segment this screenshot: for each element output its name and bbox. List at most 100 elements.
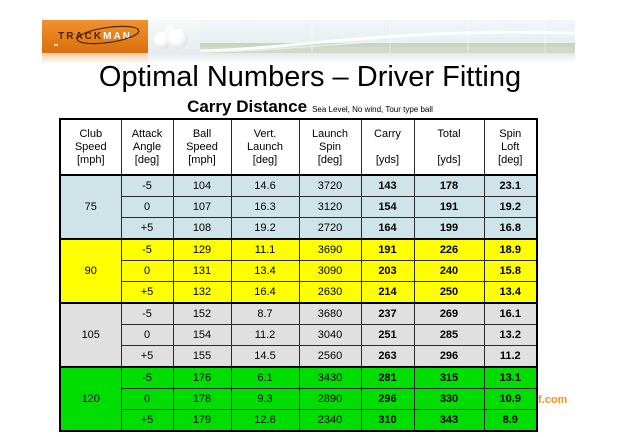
table-cell: 3690 bbox=[298, 238, 362, 261]
table-cell: 13.4 bbox=[230, 260, 300, 282]
table-cell: 108 bbox=[172, 217, 232, 240]
table-cell: 2560 bbox=[298, 345, 362, 368]
table-cell: 251 bbox=[360, 324, 415, 346]
table-cell: 154 bbox=[172, 324, 232, 346]
table-cell: 179 bbox=[172, 409, 232, 432]
table-cell: 310 bbox=[360, 409, 415, 432]
table-row: +5 155 14.5 2560 263 296 11.2 bbox=[60, 345, 538, 368]
table-cell: 154 bbox=[360, 196, 415, 218]
table-cell: 330 bbox=[413, 388, 485, 410]
trackman-logo: TRACKMAN bbox=[42, 20, 148, 53]
golf-ball-icon bbox=[154, 32, 171, 49]
table-row: 0 178 9.3 2890 296 330 10.9 bbox=[60, 388, 538, 410]
table-row: +5 179 12.6 2340 310 343 8.9 bbox=[60, 409, 538, 432]
table-cell: 16.3 bbox=[230, 196, 300, 218]
col-header-launch-spin: Launch Spin [deg] bbox=[298, 118, 362, 176]
table-row: 90 -5 129 11.1 3690 191 226 18.9 bbox=[59, 238, 538, 304]
table-cell: 13.1 bbox=[483, 366, 538, 389]
table-cell: 178 bbox=[172, 388, 232, 410]
table-cell: 104 bbox=[172, 174, 232, 197]
table-cell: +5 bbox=[120, 281, 174, 304]
table-cell: 164 bbox=[360, 217, 415, 240]
table-cell: 199 bbox=[413, 217, 485, 240]
golf-balls-image bbox=[148, 20, 200, 53]
table-cell: 2630 bbox=[298, 281, 362, 304]
table-cell: 18.9 bbox=[483, 238, 538, 261]
col-header-vert-launch: Vert. Launch [deg] bbox=[230, 118, 300, 176]
subtitle-row: Carry Distance Sea Level, No wind, Tour … bbox=[0, 97, 620, 117]
col-header-carry: Carry [yds] bbox=[360, 118, 415, 176]
table-cell: 343 bbox=[413, 409, 485, 432]
col-header-ball-speed: Ball Speed [mph] bbox=[172, 118, 232, 176]
table-row: +5 132 16.4 2630 214 250 13.4 bbox=[60, 281, 538, 304]
table-cell: 131 bbox=[172, 260, 232, 282]
table-cell: +5 bbox=[120, 345, 174, 368]
table-row: +5 108 19.2 2720 164 199 16.8 bbox=[60, 217, 538, 240]
table-cell: 12.6 bbox=[230, 409, 300, 432]
table-cell: 16.1 bbox=[483, 302, 538, 325]
table-cell: 240 bbox=[413, 260, 485, 282]
table-header-row: Club Speed [mph] Attack Angle [deg] Ball… bbox=[59, 118, 538, 176]
club-speed-cell: 75 bbox=[59, 174, 122, 240]
watermark-text: f.com bbox=[538, 394, 568, 406]
carry-distance-table: Club Speed [mph] Attack Angle [deg] Ball… bbox=[59, 118, 538, 432]
col-header-total: Total [yds] bbox=[413, 118, 485, 176]
table-cell: 19.2 bbox=[230, 217, 300, 240]
table-cell: -5 bbox=[120, 238, 174, 261]
subtitle: Carry Distance bbox=[187, 97, 308, 116]
table-cell: -5 bbox=[120, 366, 174, 389]
table-cell: 0 bbox=[120, 260, 174, 282]
table-cell: 11.1 bbox=[230, 238, 300, 261]
table-cell: 203 bbox=[360, 260, 415, 282]
table-cell: 19.2 bbox=[483, 196, 538, 218]
col-header-attack-angle: Attack Angle [deg] bbox=[120, 118, 174, 176]
table-cell: 8.9 bbox=[483, 409, 538, 432]
table-cell: 3680 bbox=[298, 302, 362, 325]
golf-ball-icon bbox=[168, 29, 188, 49]
col-header-club-speed: Club Speed [mph] bbox=[59, 118, 122, 176]
table-cell: 296 bbox=[413, 345, 485, 368]
table-cell: +5 bbox=[120, 217, 174, 240]
table-row: 0 131 13.4 3090 203 240 15.8 bbox=[60, 260, 538, 282]
table-cell: 15.8 bbox=[483, 260, 538, 282]
table-cell: 250 bbox=[413, 281, 485, 304]
table-cell: +5 bbox=[120, 409, 174, 432]
logo-track-label: TRACK bbox=[58, 31, 104, 42]
table-row: 0 154 11.2 3040 251 285 13.2 bbox=[60, 324, 538, 346]
table-cell: 14.5 bbox=[230, 345, 300, 368]
table-cell: 296 bbox=[360, 388, 415, 410]
table-cell: 176 bbox=[172, 366, 232, 389]
table-cell: 152 bbox=[172, 302, 232, 325]
table-cell: 2890 bbox=[298, 388, 362, 410]
table-cell: 23.1 bbox=[483, 174, 538, 197]
driving-range-banner-image bbox=[200, 20, 575, 53]
logo-man-label: MAN bbox=[103, 31, 132, 42]
table-cell: 191 bbox=[413, 196, 485, 218]
table-cell: 3120 bbox=[298, 196, 362, 218]
table-cell: 8.7 bbox=[230, 302, 300, 325]
table-cell: -5 bbox=[120, 302, 174, 325]
table-cell: 214 bbox=[360, 281, 415, 304]
table-cell: 0 bbox=[120, 388, 174, 410]
table-row: 75 -5 104 14.6 3720 143 178 23.1 bbox=[59, 174, 538, 240]
table-cell: 191 bbox=[360, 238, 415, 261]
table-cell: 143 bbox=[360, 174, 415, 197]
club-speed-cell: 90 bbox=[59, 238, 122, 304]
table-cell: 9.3 bbox=[230, 388, 300, 410]
table-cell: 285 bbox=[413, 324, 485, 346]
table-cell: 3430 bbox=[298, 366, 362, 389]
table-cell: 107 bbox=[172, 196, 232, 218]
table-cell: 155 bbox=[172, 345, 232, 368]
table-cell: 13.4 bbox=[483, 281, 538, 304]
table-cell: 16.8 bbox=[483, 217, 538, 240]
table-cell: 132 bbox=[172, 281, 232, 304]
table-cell: 6.1 bbox=[230, 366, 300, 389]
table-row: 0 107 16.3 3120 154 191 19.2 bbox=[60, 196, 538, 218]
table-cell: 13.2 bbox=[483, 324, 538, 346]
club-speed-cell: 120 bbox=[59, 366, 122, 432]
table-cell: 3040 bbox=[298, 324, 362, 346]
col-header-spin-loft: Spin Loft [deg] bbox=[483, 118, 538, 176]
table-cell: 237 bbox=[360, 302, 415, 325]
table-cell: 263 bbox=[360, 345, 415, 368]
logo-reflection bbox=[42, 53, 148, 64]
